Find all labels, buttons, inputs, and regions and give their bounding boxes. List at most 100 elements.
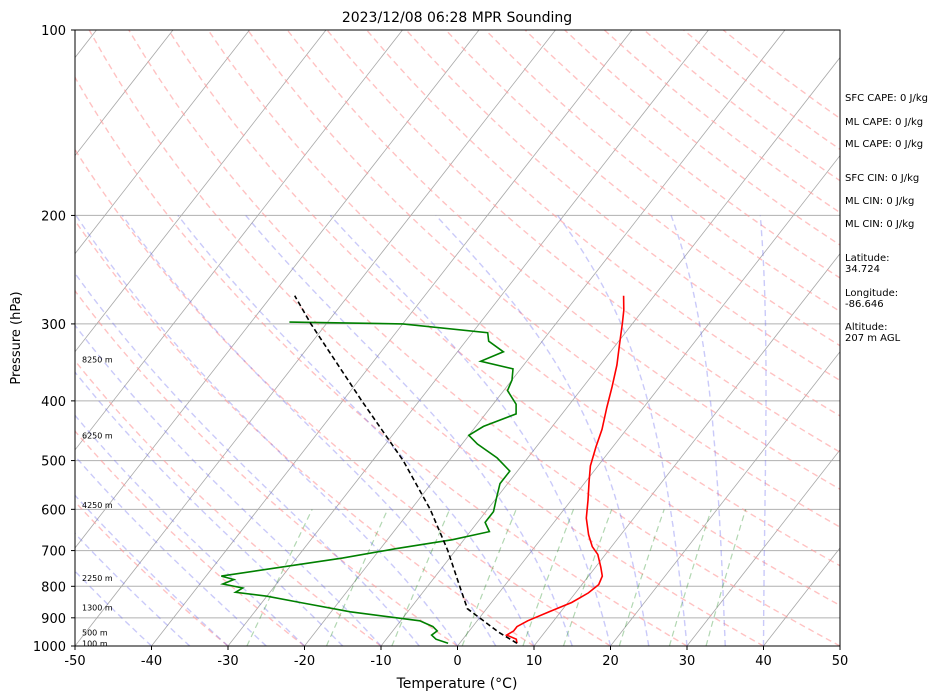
moist-adiabat [121,214,497,646]
dewpoint-line [220,321,517,645]
longitude-label: Longitude: [845,288,899,299]
mixing-ratio-line [246,509,313,646]
height-label: 8250 m [82,356,113,365]
parcel-line [294,295,518,644]
latitude-label: Latitude: [845,253,890,264]
y-tick-label: 400 [41,395,66,410]
sfc-cin-text: SFC CIN: 0 J/kg [845,173,920,184]
x-axis-label: Temperature (°C) [396,676,518,692]
moist-adiabat [75,570,152,646]
isotherm [75,30,327,353]
isotherm [75,30,403,451]
isotherm [457,154,840,646]
isotherm [75,30,556,646]
dry-adiabat [326,30,840,454]
moist-adiabat [329,214,612,646]
moist-adiabat [435,214,650,646]
moist-adiabat [759,215,767,646]
x-tick-label: 10 [526,654,543,669]
mixing-ratio-line [522,509,575,646]
y-axis-label: Pressure (hPa) [9,291,24,384]
mixing-ratio-line [562,509,613,646]
dry-adiabat [247,30,840,528]
moist-adiabat [557,214,688,646]
mixing-ratio-line [391,509,451,646]
moist-adiabat [177,214,535,646]
isotherm [533,253,840,646]
y-tick-label: 300 [41,318,66,333]
x-tick-label: -20 [294,654,315,669]
dry-adiabat [75,359,382,646]
ml-cape-text: ML CAPE: 0 J/kg [845,117,924,128]
x-tick-label: 0 [453,654,461,669]
dry-adiabat [167,30,840,607]
height-labels: 100 m 500 m 1300 m 2250 m 4250 m 6250 m 8250 m [82,356,113,649]
isotherm [304,30,786,646]
x-tick-label: -30 [217,654,238,669]
moist-adiabat [670,215,726,646]
ml-cape-text-2: ML CAPE: 0 J/kg [845,139,924,150]
height-label: 4250 m [82,501,113,510]
mixing-ratio-line [325,509,389,646]
dry-adiabat [75,148,611,646]
height-label: 2250 m [82,574,113,583]
y-tick-label: 800 [41,580,66,595]
dry-adiabat [75,289,458,646]
chart-title: 2023/12/08 06:28 MPR Sounding [342,10,572,26]
ml-cin-text: ML CIN: 0 J/kg [845,196,915,207]
dry-adiabat [128,30,840,646]
moist-adiabat [75,414,305,646]
background-lines [75,30,840,646]
moist-adiabat [75,494,229,646]
x-tick-label: -10 [370,654,391,669]
sfc-cape-text: SFC CAPE: 0 J/kg [845,93,928,104]
isotherm [380,56,840,646]
height-label: 1300 m [82,604,113,613]
y-tick-label: 700 [41,545,66,560]
y-axis: 100 200 300 400 500 600 700 800 900 1000 [33,24,75,655]
dry-adiabat [286,30,840,491]
y-tick-label: 1000 [33,640,66,655]
temperature-line [504,295,625,644]
moist-adiabat [245,214,573,646]
altitude-value: 207 m AGL [845,333,901,344]
x-tick-label: 20 [602,654,619,669]
dry-adiabat [445,30,840,347]
x-tick-label: -50 [64,654,85,669]
series-layer [220,295,625,645]
dry-adiabat [485,30,840,313]
height-label: 100 m [82,639,108,648]
y-tick-label: 900 [41,612,66,627]
isotherm [75,30,174,157]
isotherm [75,30,480,549]
x-axis: -50 -40 -30 -20 -10 0 10 20 30 40 50 [64,646,848,669]
mixing-ratio-line [668,509,712,646]
dry-adiabat [75,219,535,646]
dry-adiabat [88,30,764,646]
latitude-value: 34.724 [845,264,880,275]
isotherm [75,30,250,255]
x-tick-label: 40 [755,654,772,669]
y-tick-label: 600 [41,503,66,518]
altitude-label: Altitude: [845,322,888,333]
dry-adiabat [207,30,840,567]
height-label: 500 m [82,628,108,637]
moist-adiabat [75,215,459,646]
y-tick-label: 500 [41,455,66,470]
moist-adiabat [75,272,420,646]
y-tick-label: 100 [41,24,66,39]
mixing-ratio-line [705,509,747,646]
y-tick-label: 200 [41,209,66,224]
isotherm [686,449,840,646]
dry-adiabat [75,430,305,646]
x-tick-label: -40 [141,654,162,669]
isotherm [610,351,840,646]
x-tick-label: 50 [832,654,849,669]
moist-adiabat [75,324,382,646]
height-label: 6250 m [82,431,113,440]
mixing-ratio-line [461,509,517,646]
ml-cin-text-2: ML CIN: 0 J/kg [845,219,915,230]
isotherm [227,30,709,646]
mixing-ratio-line [618,509,665,646]
